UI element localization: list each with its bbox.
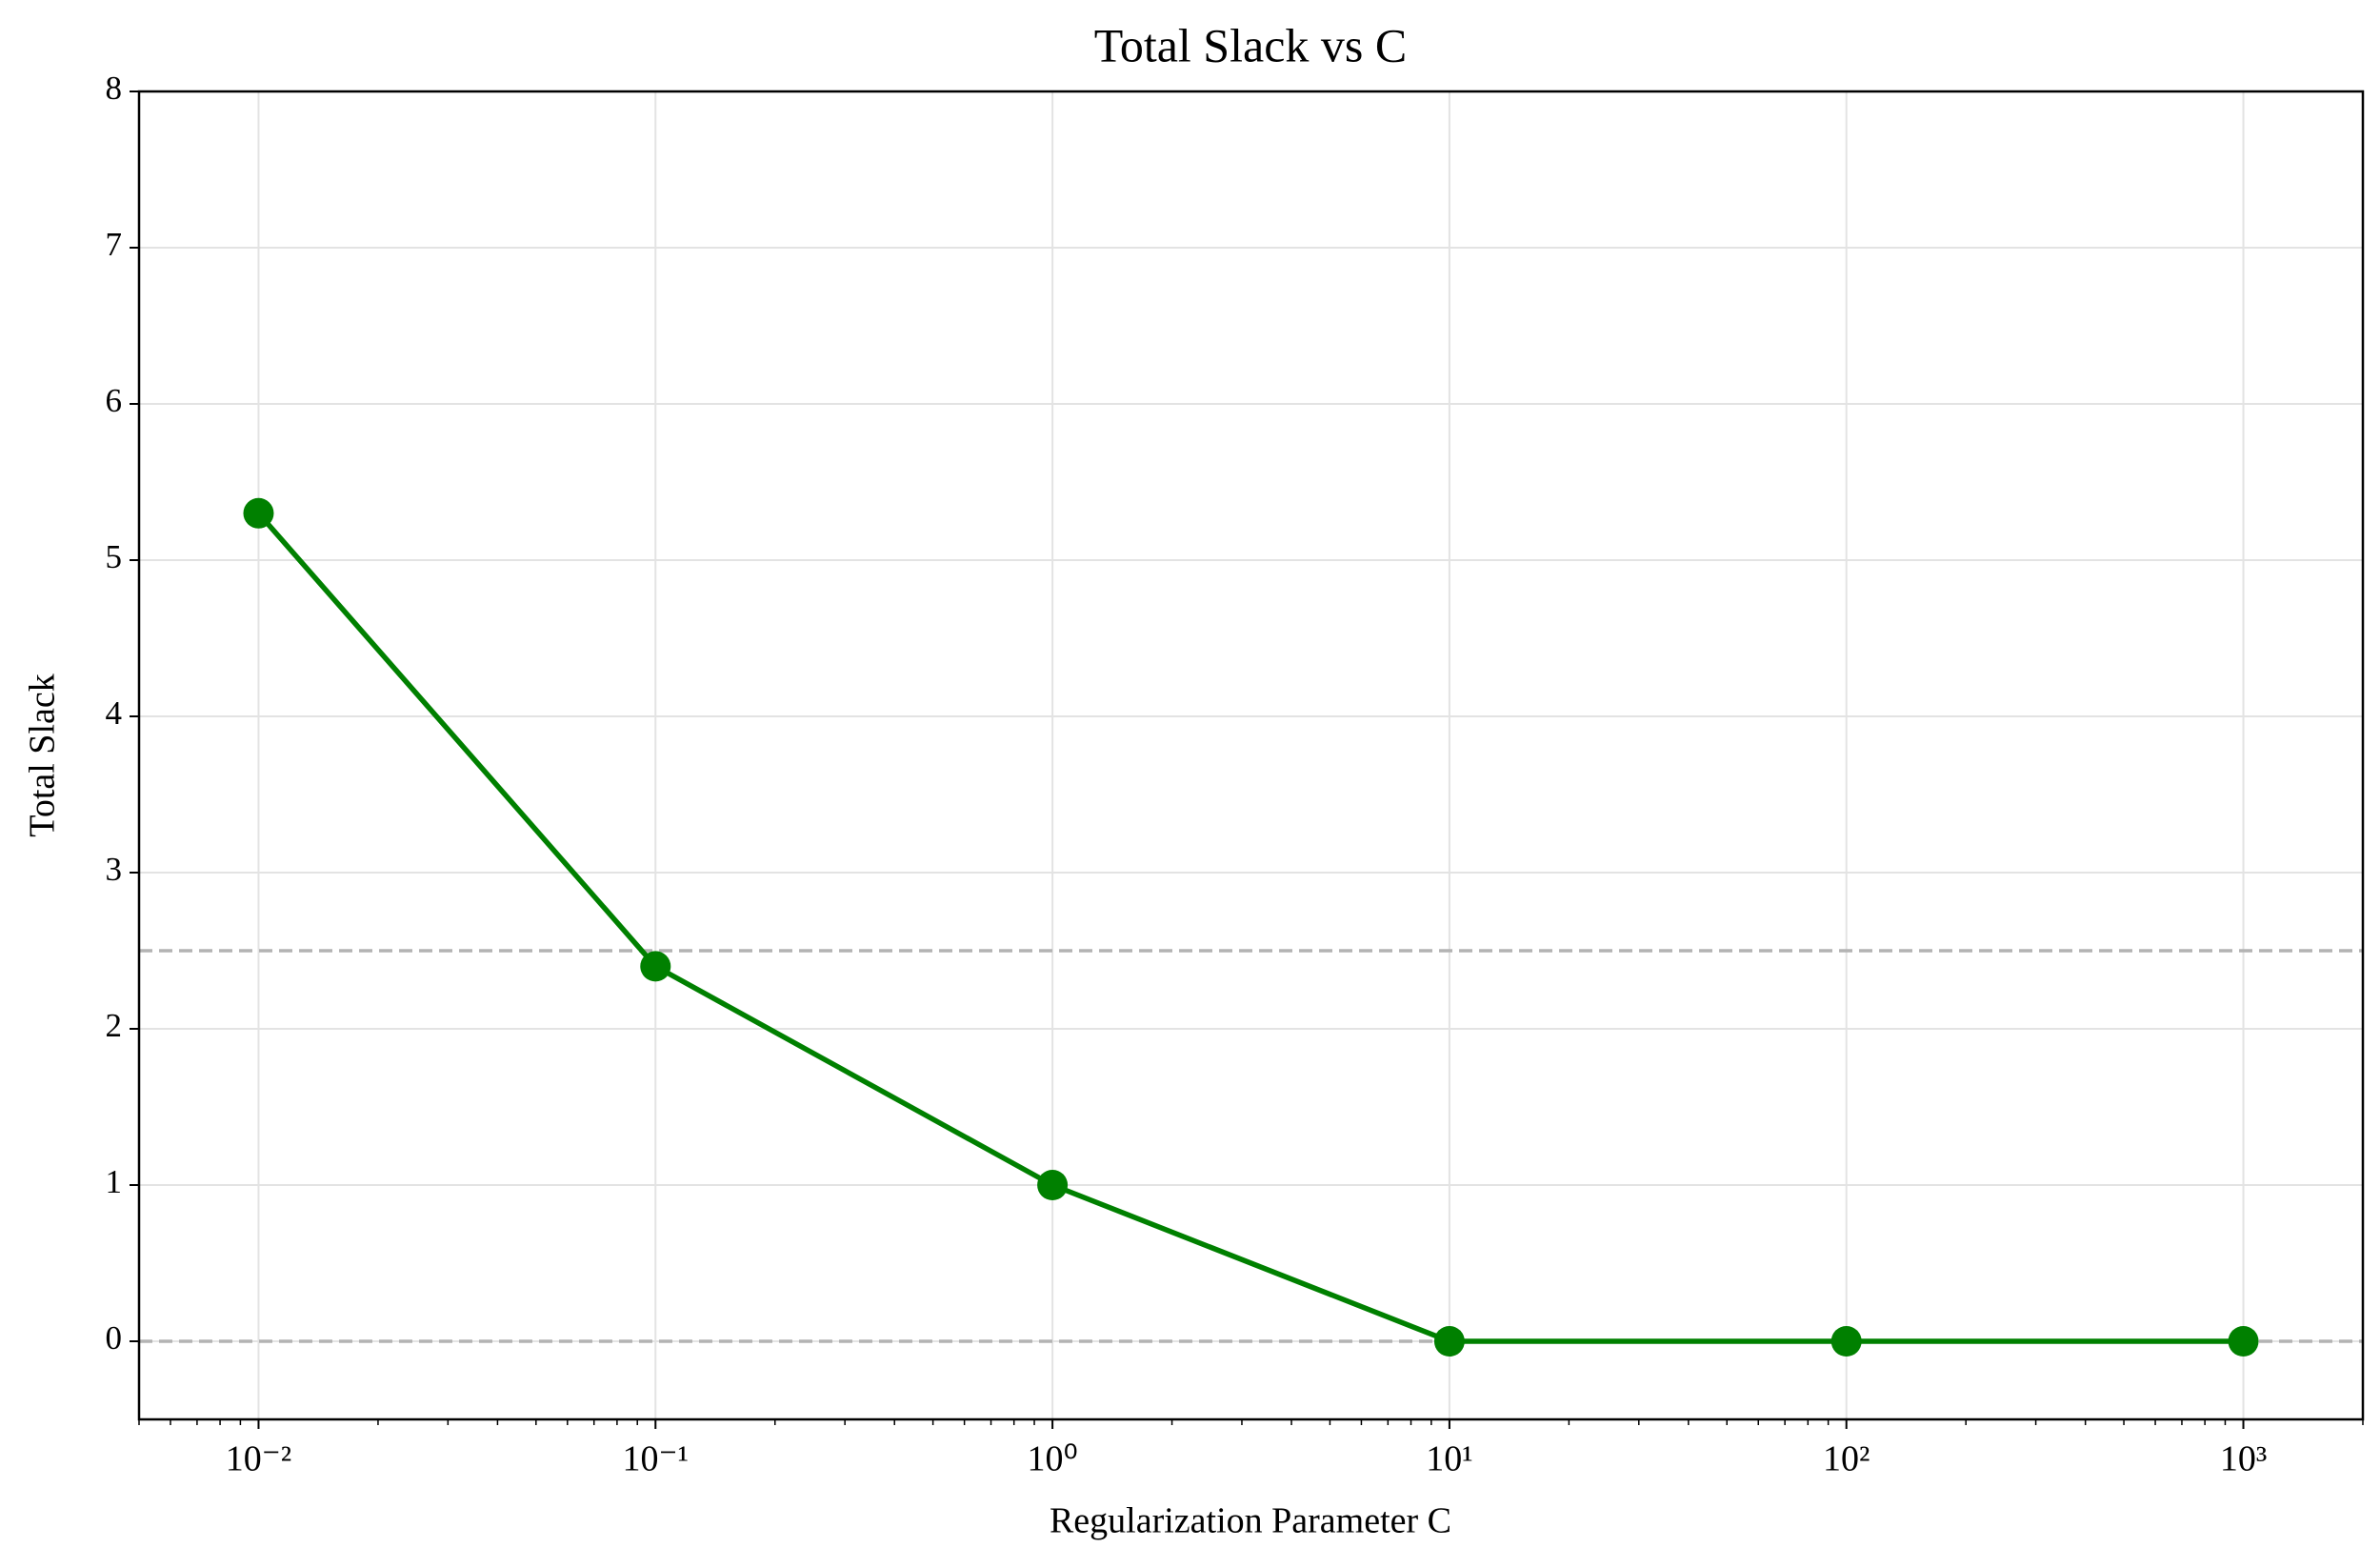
data-point xyxy=(1830,1326,1862,1357)
data-point xyxy=(243,497,274,529)
data-point xyxy=(640,951,671,982)
x-axis-label: Regularization Parameter C xyxy=(1050,1501,1451,1541)
y-tick-label: 4 xyxy=(106,694,123,732)
y-tick-label: 2 xyxy=(106,1007,123,1044)
plot-frame xyxy=(137,90,2365,1421)
y-tick-label: 7 xyxy=(106,226,123,263)
y-axis-label: Total Slack xyxy=(23,673,63,836)
data-point xyxy=(1037,1170,1069,1200)
data-point xyxy=(2228,1326,2259,1357)
x-tick-label: 10⁰ xyxy=(1027,1439,1077,1479)
x-tick-label: 10⁻¹ xyxy=(623,1439,689,1479)
data-line xyxy=(256,511,2244,1344)
x-tick-label: 10³ xyxy=(2220,1439,2267,1479)
y-tick-label: 5 xyxy=(106,538,123,575)
data-point xyxy=(1433,1326,1465,1357)
x-tick-label: 10¹ xyxy=(1426,1439,1472,1479)
x-tick-label: 10⁻² xyxy=(226,1439,291,1479)
y-tick-label: 0 xyxy=(106,1319,123,1357)
y-tick-label: 6 xyxy=(106,382,123,419)
chart-title: Total Slack vs C xyxy=(1094,18,1407,71)
y-tick-label: 3 xyxy=(106,851,123,888)
x-tick-label: 10² xyxy=(1823,1439,1870,1479)
y-tick-label: 1 xyxy=(106,1163,123,1200)
y-tick-label: 8 xyxy=(106,70,123,107)
